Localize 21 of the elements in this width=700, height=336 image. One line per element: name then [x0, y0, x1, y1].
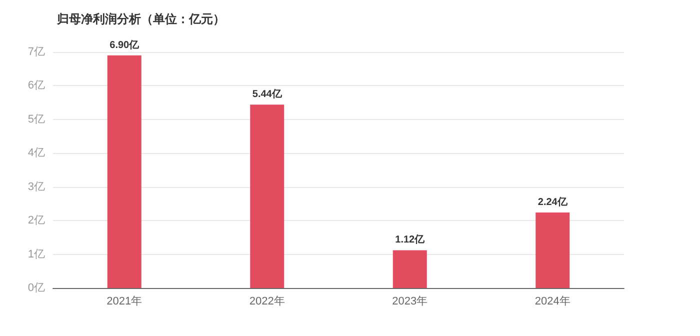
data-label: 5.44亿	[252, 88, 283, 100]
y-tick-label: 0亿	[28, 282, 45, 294]
y-tick-label: 2亿	[28, 214, 45, 227]
data-label: 6.90亿	[110, 38, 140, 51]
bar	[536, 212, 570, 288]
y-tick-label: 3亿	[28, 180, 45, 193]
y-tick-label: 7亿	[28, 46, 45, 58]
data-label: 2.24亿	[538, 196, 568, 208]
bar	[392, 250, 427, 288]
data-label: 1.12亿	[395, 234, 426, 246]
y-tick-label: 1亿	[28, 248, 45, 260]
x-tick-label: 2024年	[534, 296, 570, 308]
y-tick-label: 6亿	[28, 80, 45, 92]
bar	[107, 55, 142, 288]
x-tick-label: 2021年	[106, 296, 142, 308]
y-tick-label: 5亿	[28, 113, 45, 126]
x-tick-label: 2022年	[249, 296, 285, 308]
chart-title: 归母净利润分析（单位：亿元）	[56, 12, 225, 26]
bar	[250, 104, 284, 288]
y-tick-label: 4亿	[28, 147, 45, 160]
x-tick-label: 2023年	[392, 296, 428, 308]
